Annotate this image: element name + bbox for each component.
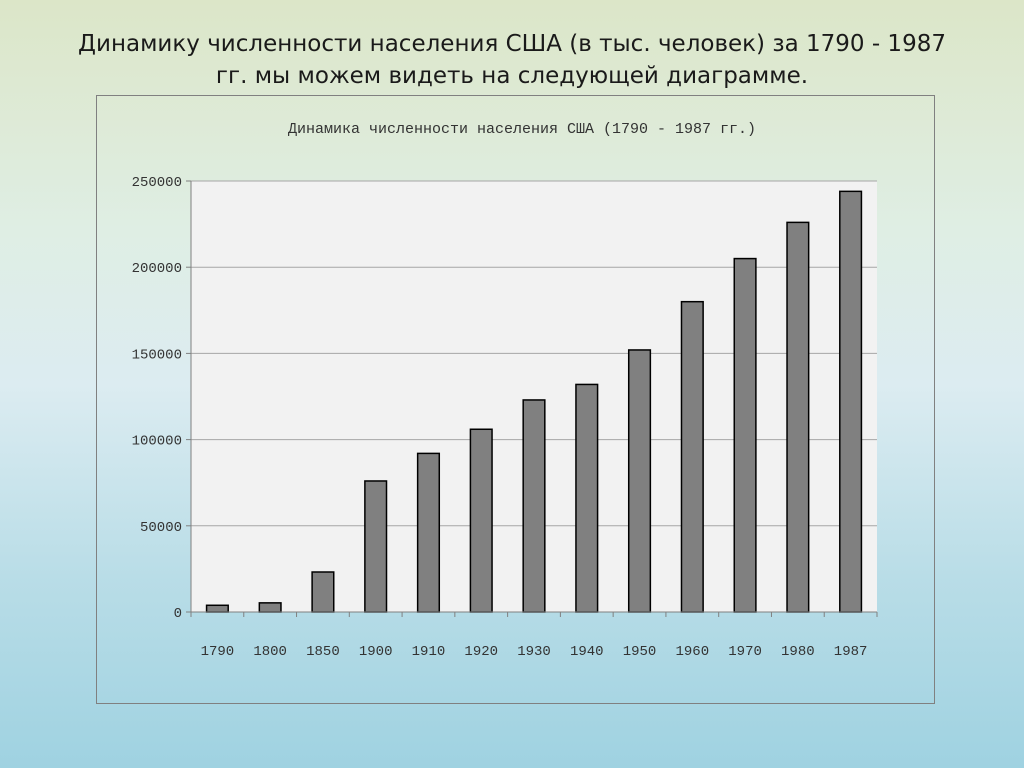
bar-1800 — [258, 602, 282, 613]
y-tick-label: 150000 — [132, 347, 182, 363]
y-tick-label: 100000 — [132, 434, 182, 450]
bar-1930 — [522, 399, 546, 613]
bar-1920 — [469, 428, 493, 613]
x-tick-label: 1920 — [464, 644, 498, 660]
slide-title: Динамику численности населения США (в ты… — [78, 31, 946, 89]
chart-title: Динамика численности населения США (1790… — [288, 121, 756, 138]
bar-1910 — [416, 452, 441, 613]
bar-1900 — [364, 480, 388, 613]
bar-1790 — [205, 604, 229, 613]
x-tick-label: 1790 — [201, 644, 235, 660]
bar-1970 — [733, 257, 757, 613]
x-tick-label: 1970 — [728, 644, 762, 660]
x-tick-label: 1800 — [253, 644, 287, 660]
y-tick-label: 250000 — [132, 175, 182, 191]
y-tick-label: 0 — [174, 606, 182, 622]
bar-1960 — [680, 300, 704, 613]
x-tick-label: 1960 — [676, 644, 710, 660]
x-axis-ticks: 1790 1800 1850 1900 1910 1920 1930 1940 1950 1960… — [190, 612, 878, 660]
bar-1950 — [627, 349, 652, 613]
bar-1940 — [575, 383, 599, 613]
bars — [205, 190, 863, 613]
bar-1850 — [311, 571, 335, 613]
x-tick-label: 1987 — [834, 644, 868, 660]
bar-1980 — [786, 221, 810, 613]
x-tick-label: 1850 — [306, 644, 340, 660]
x-tick-label: 1910 — [412, 644, 446, 660]
y-tick-label: 50000 — [140, 520, 182, 536]
x-tick-label: 1980 — [781, 644, 815, 660]
x-tick-label: 1950 — [623, 644, 657, 660]
chart-frame — [96, 95, 935, 704]
x-tick-label: 1940 — [570, 644, 604, 660]
x-tick-label: 1930 — [517, 644, 551, 660]
y-axis-ticks: 0 50000 100000 150000 200000 250000 — [132, 175, 191, 622]
y-tick-label: 200000 — [132, 261, 182, 277]
bar-1987 — [839, 190, 863, 613]
x-tick-label: 1900 — [359, 644, 393, 660]
